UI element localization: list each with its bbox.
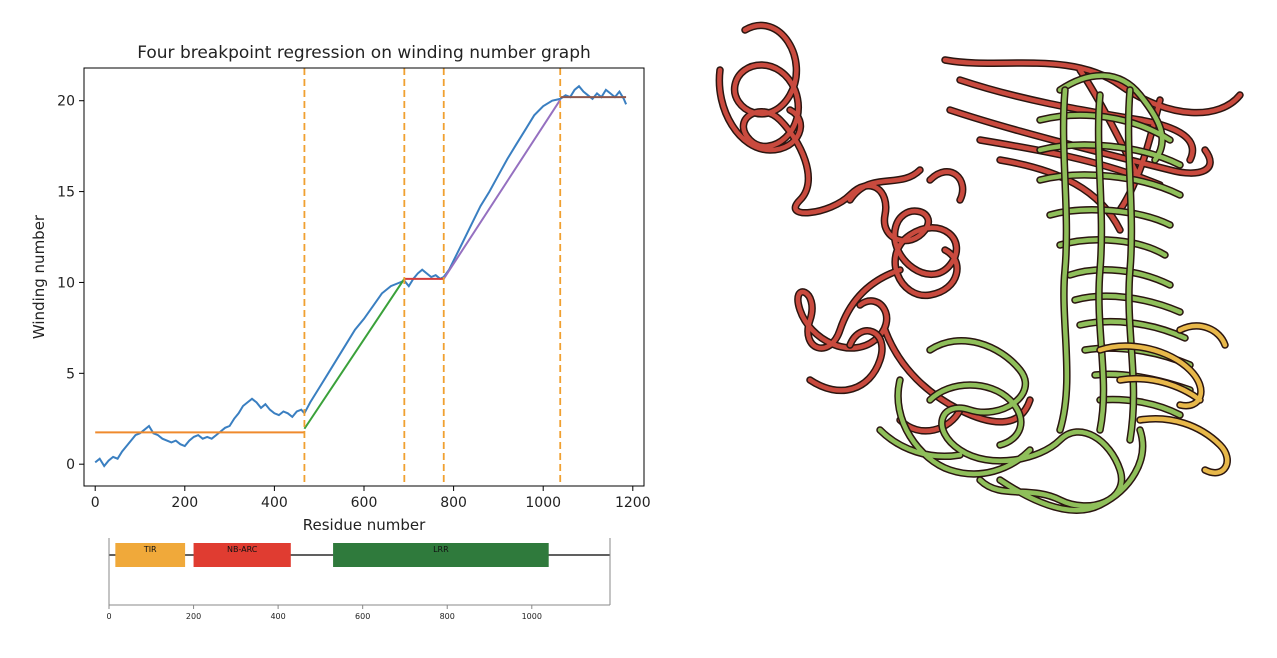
nb-arc-tir-region-tube — [715, 21, 1244, 435]
domain-box-tir — [115, 543, 186, 567]
y-tick-label: 20 — [57, 94, 75, 110]
domain-label: LRR — [433, 545, 449, 554]
domain-box-lrr — [333, 543, 549, 567]
plot-area — [94, 68, 628, 486]
y-axis-label: Winding number — [30, 214, 48, 339]
domain-boxes: TIR NB-ARC LRR — [109, 543, 610, 567]
domain-tick-label: 0 — [106, 612, 111, 621]
y-tick-label: 10 — [57, 275, 75, 291]
lrr-cap-tube — [1096, 322, 1231, 477]
x-axis: 0 200 400 600 800 1000 1200 — [91, 486, 651, 511]
domain-architecture-track: TIR NB-ARC LRR 0 200 400 600 800 1000 — [106, 538, 611, 621]
y-tick-label: 0 — [66, 457, 75, 473]
y-tick-label: 15 — [57, 185, 75, 201]
x-tick-label: 400 — [261, 495, 288, 511]
y-axis: 0 5 10 15 20 — [57, 94, 84, 473]
regression-segment-2 — [303, 278, 406, 430]
domain-box-nb-arc — [193, 543, 291, 567]
chart-title: Four breakpoint regression on winding nu… — [137, 43, 591, 63]
x-tick-label: 1200 — [615, 495, 651, 511]
protein-structure-rendering — [715, 21, 1244, 514]
x-tick-label: 1000 — [525, 495, 561, 511]
regression-segment-4 — [442, 99, 562, 280]
x-tick-label: 800 — [440, 495, 467, 511]
domain-label: NB-ARC — [227, 545, 258, 554]
x-tick-label: 200 — [171, 495, 198, 511]
x-tick-label: 600 — [351, 495, 378, 511]
domain-tick-label: 400 — [270, 612, 285, 621]
y-tick-label: 5 — [66, 366, 75, 382]
domain-tick-label: 1000 — [522, 612, 542, 621]
domain-tick-label: 800 — [440, 612, 455, 621]
domain-label: TIR — [143, 545, 157, 554]
x-tick-label: 0 — [91, 495, 100, 511]
x-axis-label: Residue number — [303, 516, 426, 534]
domain-tick-label: 600 — [355, 612, 370, 621]
domain-tick-label: 200 — [186, 612, 201, 621]
winding-number-chart: Four breakpoint regression on winding nu… — [30, 43, 651, 534]
winding-number-line — [94, 84, 628, 468]
domain-axis: 0 200 400 600 800 1000 — [106, 538, 611, 621]
